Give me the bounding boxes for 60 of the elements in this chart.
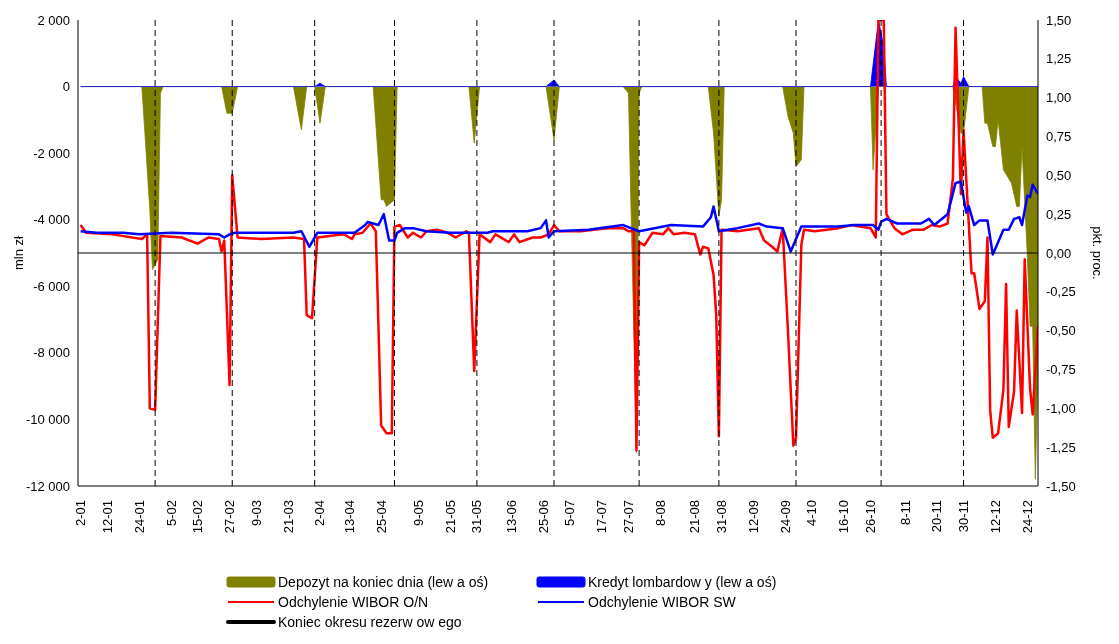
- x-tick-label: 8-11: [897, 500, 913, 526]
- y2-tick-label: 1,25: [1046, 51, 1072, 67]
- y-tick-label: -4 000: [33, 212, 70, 228]
- x-tick-label: 31-05: [469, 500, 485, 534]
- x-tick-label: 12-09: [745, 500, 761, 534]
- x-tick-label: 21-08: [687, 500, 703, 534]
- x-tick-label: 30-11: [956, 500, 972, 533]
- y-tick-label: -10 000: [25, 412, 70, 428]
- x-tick-label: 2-01: [73, 500, 89, 527]
- x-tick-label: 20-11: [929, 500, 945, 533]
- x-tick-label: 4-10: [804, 500, 820, 527]
- x-tick-label: 25-06: [535, 500, 551, 534]
- x-tick-label: 26-10: [862, 500, 878, 534]
- x-tick-label: 24-01: [131, 500, 147, 534]
- x-tick-label: 24-09: [777, 500, 793, 534]
- y2-tick-label: -1,50: [1046, 478, 1076, 494]
- legend-label: Kredyt lombardow y (lew a oś): [588, 574, 777, 590]
- x-tick-label: 5-07: [562, 500, 578, 527]
- x-tick-label: 21-03: [280, 500, 296, 534]
- x-tick-label: 2-04: [312, 500, 328, 527]
- y2-tick-label: -0,75: [1046, 362, 1076, 378]
- y2-tick-label: -1,00: [1046, 400, 1076, 416]
- y2-tick-label: 1,00: [1046, 90, 1072, 106]
- y2-tick-label: 0,00: [1046, 245, 1072, 261]
- y-tick-label: 2 000: [37, 12, 70, 28]
- y-tick-label: -12 000: [25, 478, 70, 494]
- x-tick-label: 12-01: [99, 500, 115, 534]
- y2-tick-label: -0,25: [1046, 284, 1076, 300]
- y2-tick-label: 0,75: [1046, 129, 1072, 145]
- x-tick-label: 9-05: [410, 500, 426, 527]
- y2-tick-label: 0,25: [1046, 206, 1072, 222]
- x-tick-label: 8-08: [652, 500, 668, 527]
- legend-label: Depozyt na koniec dnia (lew a oś): [278, 574, 489, 590]
- y-tick-label: -6 000: [33, 278, 70, 294]
- x-tick-label: 13-06: [503, 500, 519, 534]
- x-tick-label: 25-04: [373, 500, 389, 534]
- y-tick-label: -2 000: [33, 145, 70, 161]
- y-tick-label: -8 000: [33, 345, 70, 361]
- legend-label: Odchylenie WIBOR SW: [588, 594, 736, 610]
- y2-tick-label: 0,50: [1046, 167, 1072, 183]
- x-tick-label: 5-02: [163, 500, 179, 527]
- legend-label: Odchylenie WIBOR O/N: [278, 594, 429, 610]
- y2-tick-label: -0,50: [1046, 323, 1076, 339]
- legend-label: Koniec okresu rezerw ow ego: [278, 614, 462, 630]
- y2-tick-label: -1,25: [1046, 439, 1076, 455]
- y-tick-label: 0: [62, 79, 70, 95]
- y-axis-title: mln zł: [10, 235, 26, 270]
- y2-tick-label: 1,50: [1046, 12, 1072, 28]
- x-tick-label: 27-02: [222, 500, 238, 534]
- x-tick-label: 17-07: [594, 500, 610, 534]
- x-tick-label: 27-07: [620, 500, 636, 534]
- x-tick-label: 15-02: [190, 500, 206, 534]
- x-tick-label: 24-12: [1019, 500, 1035, 534]
- x-tick-label: 9-03: [248, 500, 264, 527]
- x-tick-label: 13-04: [341, 500, 357, 534]
- x-tick-label: 21-05: [442, 500, 458, 534]
- y2-axis-title: pkt. proc.: [1090, 226, 1106, 280]
- x-tick-label: 31-08: [714, 500, 730, 534]
- x-tick-label: 12-12: [987, 500, 1003, 534]
- x-tick-label: 16-10: [836, 500, 852, 534]
